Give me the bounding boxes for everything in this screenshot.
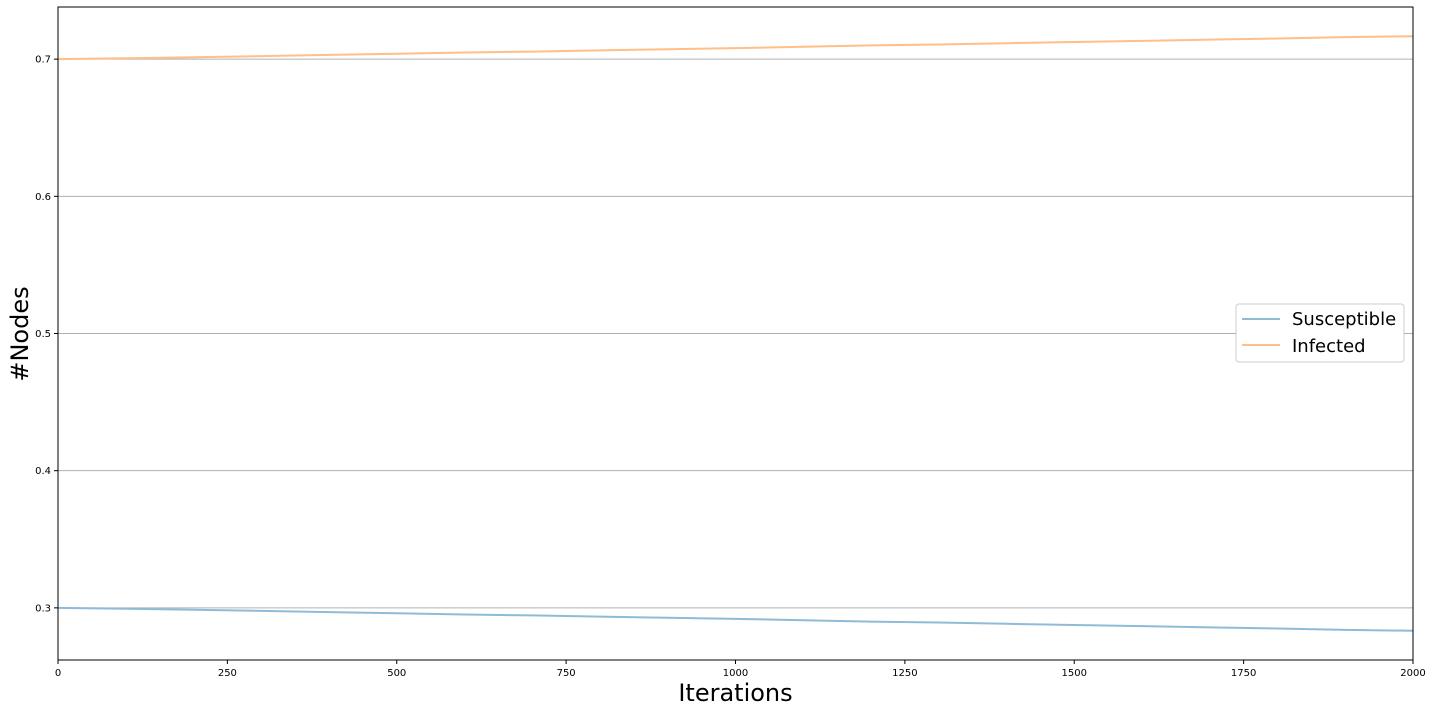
x-axis-title: Iterations [678,679,792,707]
y-axis-title: #Nodes [6,286,34,381]
x-tick-label-5: 1250 [892,668,917,679]
x-tick-label-7: 1750 [1231,668,1256,679]
x-tick-label-3: 750 [557,668,576,679]
legend-label-susceptible: Susceptible [1292,309,1396,330]
x-tick-label-8: 2000 [1400,668,1425,679]
y-tick-label-0: 0.3 [35,603,51,614]
x-tick-label-2: 500 [387,668,406,679]
series-line-susceptible [57,606,1414,632]
y-tick-label-1: 0.4 [35,466,51,477]
y-tick-label-2: 0.5 [35,329,51,340]
y-axis-ticks: 0.3 0.4 0.5 0.6 0.7 [35,55,58,614]
legend-label-infected: Infected [1292,336,1366,357]
x-tick-label-4: 1000 [723,668,748,679]
grid-lines [58,58,1413,609]
x-axis-ticks: 0 250 500 750 1000 1250 1500 1750 2000 [55,660,1426,679]
legend: Susceptible Infected [1235,303,1405,363]
x-tick-label-6: 1500 [1062,668,1087,679]
series-lines [57,35,1414,632]
y-tick-label-3: 0.6 [35,192,51,203]
x-tick-label-1: 250 [218,668,237,679]
x-tick-label-0: 0 [55,668,61,679]
series-line-infected [57,35,1414,61]
y-tick-label-4: 0.7 [35,55,51,66]
